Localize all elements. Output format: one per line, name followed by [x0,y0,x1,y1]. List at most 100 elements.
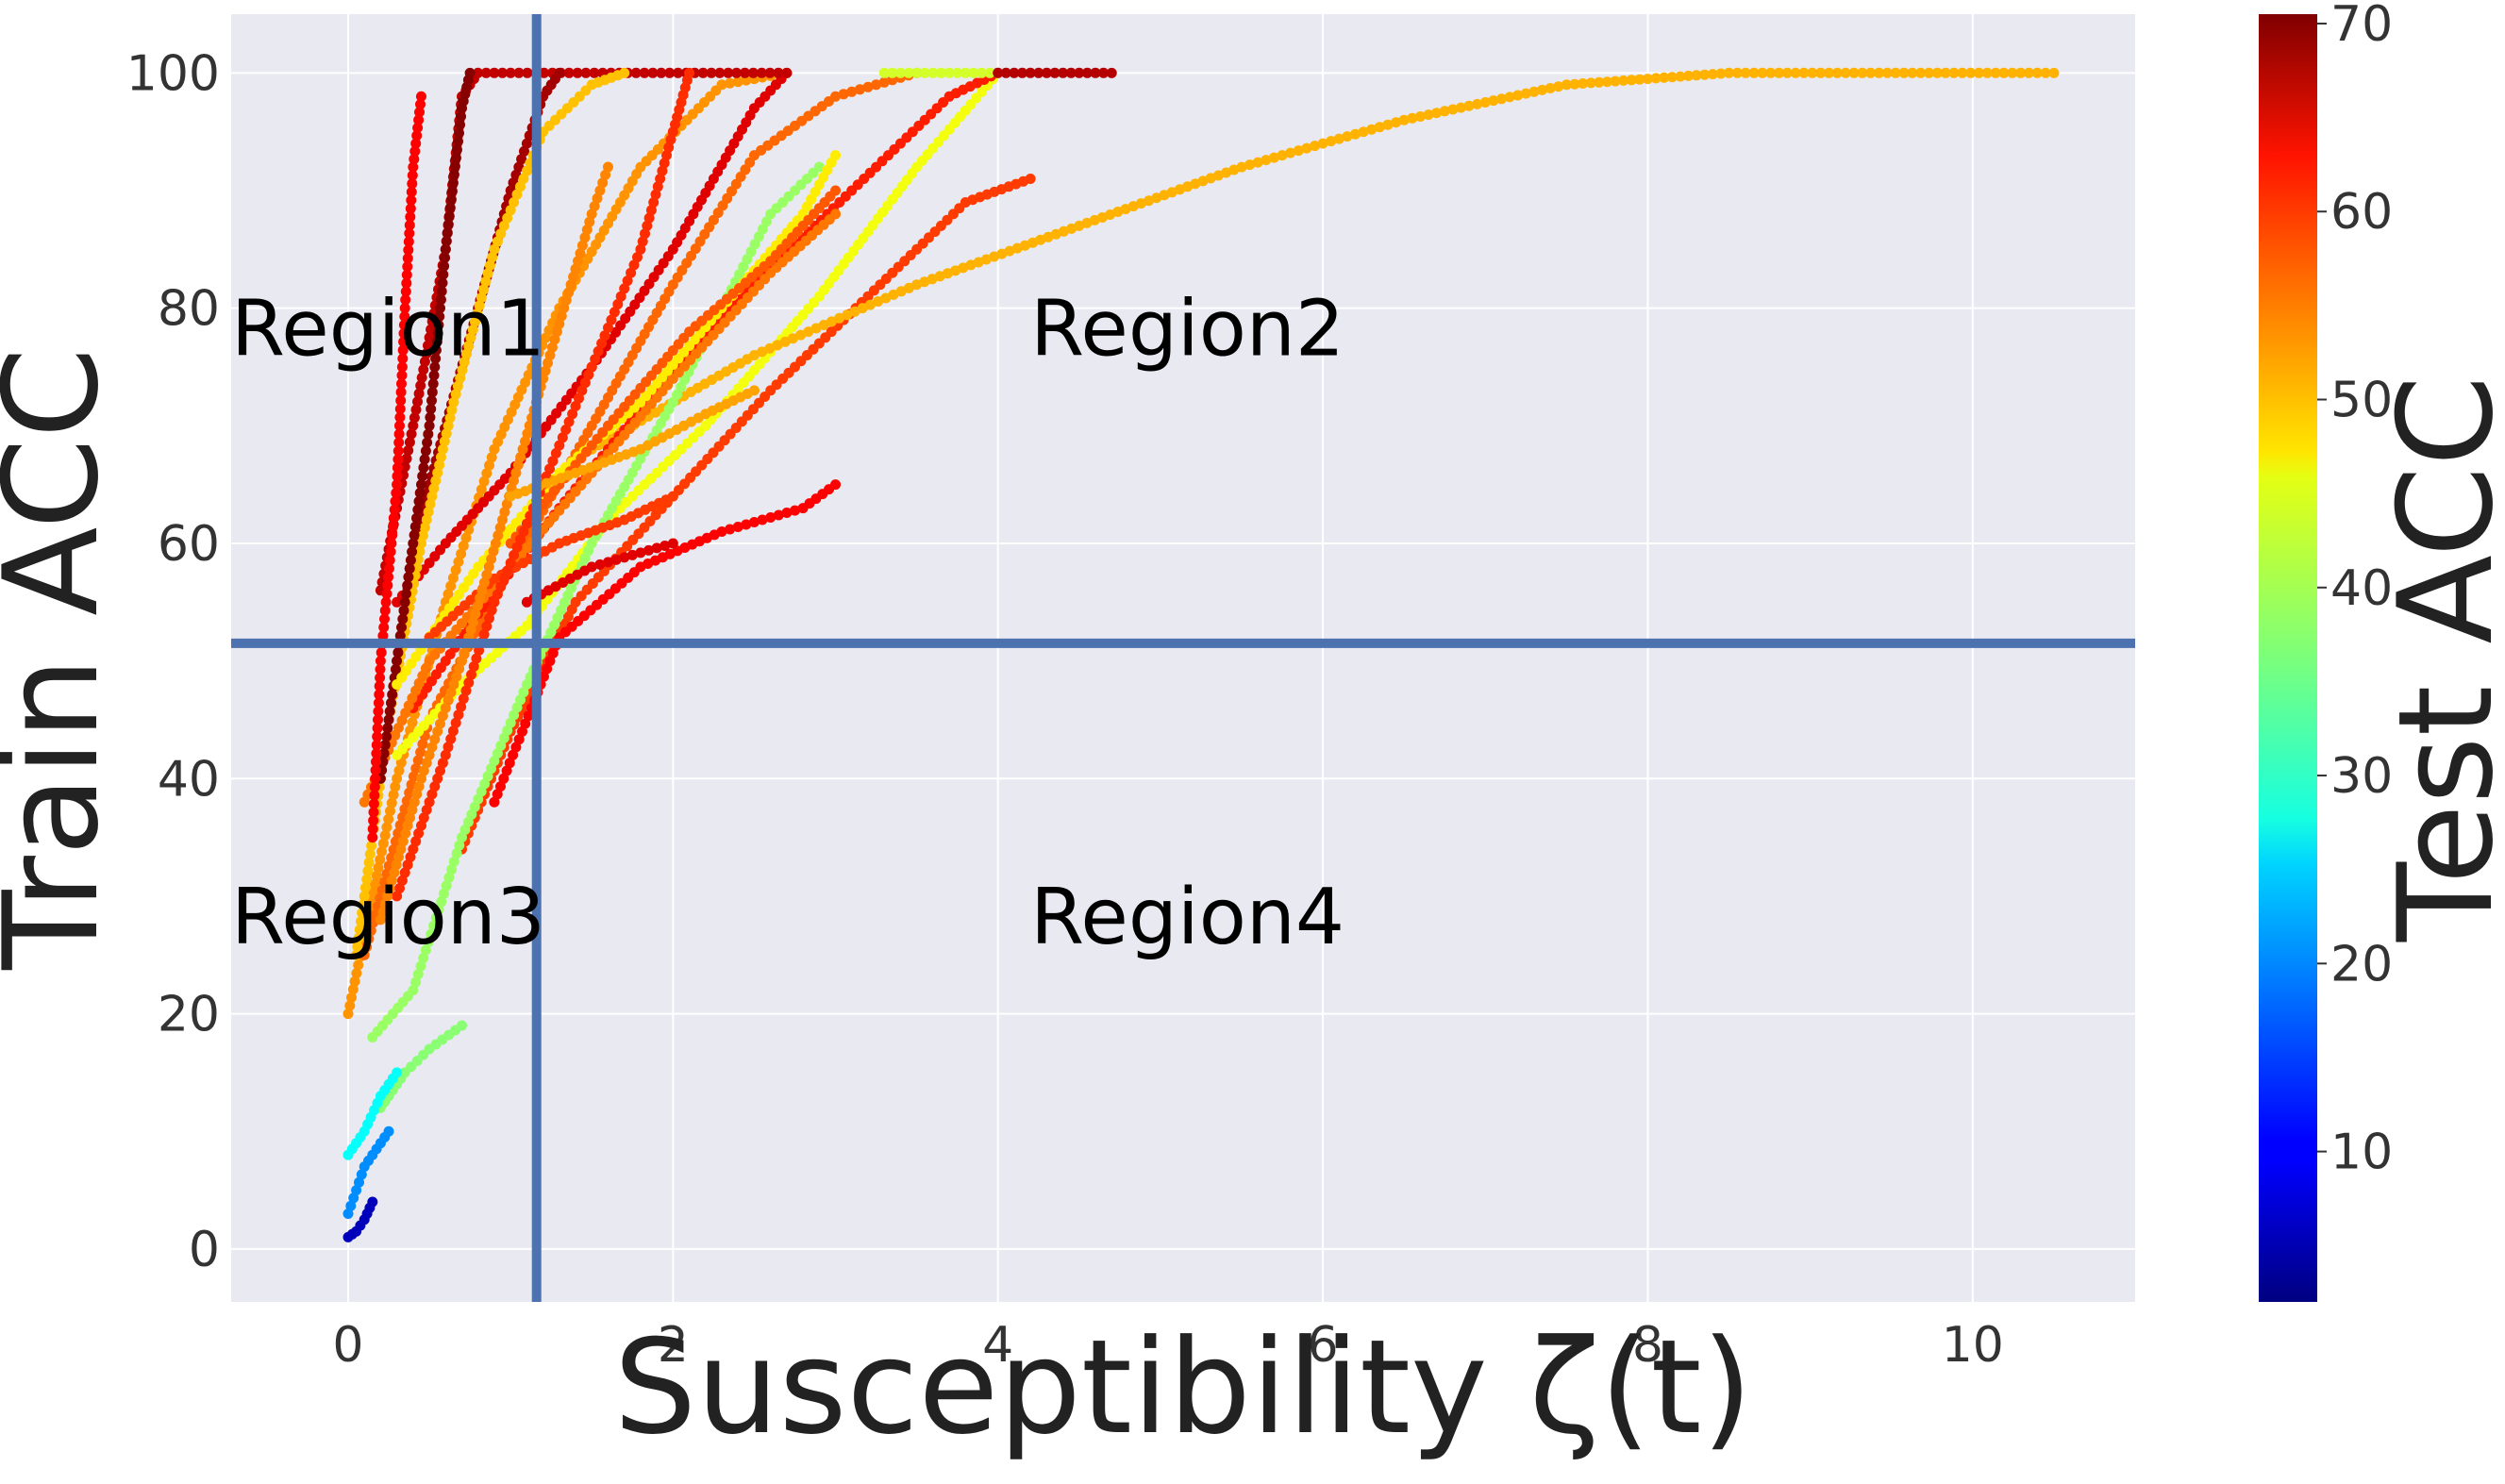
data-point [1740,67,1751,78]
data-point [405,851,416,862]
data-point [1610,75,1621,87]
data-point [431,336,443,347]
data-point [413,827,425,839]
data-point [393,765,405,776]
data-point [1765,67,1777,78]
data-point [714,67,726,78]
data-point [509,549,520,560]
data-point [451,144,462,156]
data-point [470,609,481,620]
data-point [390,836,401,847]
data-point [764,67,776,78]
data-point [993,67,1004,78]
data-point [359,882,371,893]
data-point [423,428,434,440]
data-point [401,277,412,289]
data-point [862,81,874,92]
data-point [396,378,407,390]
data-point [388,512,399,524]
data-point [351,949,362,960]
data-point [381,731,392,742]
data-point [1857,67,1868,78]
data-point [723,67,734,78]
data-point [556,310,567,322]
data-point [405,203,416,214]
data-point [437,443,448,455]
data-point [489,67,500,78]
data-point [803,326,814,338]
data-point [368,798,379,809]
data-point [2040,67,2051,78]
data-point [394,883,405,894]
data-point [572,67,583,78]
data-point [505,67,516,78]
data-point [375,854,386,865]
data-point [810,323,822,334]
data-point [416,820,426,831]
data-point [660,541,671,551]
data-point [1691,70,1702,81]
data-point [380,596,392,608]
data-point [392,773,403,784]
data-point [412,755,424,766]
data-point [544,656,556,667]
data-point [413,781,425,792]
data-point [508,749,519,760]
data-point [513,734,525,745]
data-point [512,459,524,471]
data-point [455,119,465,130]
data-point [370,878,380,890]
data-point [456,701,467,712]
data-point [643,544,654,556]
data-point [522,428,533,440]
data-point [439,260,450,272]
data-point [502,212,513,224]
data-point [1398,114,1410,125]
data-point [448,856,459,867]
data-point [1293,145,1304,157]
data-point [612,299,624,309]
data-point [394,411,406,423]
colorbar [2259,14,2317,1302]
data-point [509,197,520,208]
data-point [830,185,842,196]
colorbar-tick-labels: 10 20 30 40 50 60 70 [2317,0,2393,1181]
data-point [1261,155,1272,166]
data-point [432,773,443,784]
data-point [448,396,459,408]
data-point [405,555,416,566]
data-point [492,236,503,247]
data-point [372,723,383,734]
data-point [416,773,426,784]
data-point [455,373,466,384]
data-point [430,353,442,364]
data-point [935,67,946,78]
data-point [1781,67,1793,78]
data-point [495,581,507,592]
data-point [1366,124,1378,135]
data-point [615,291,626,302]
data-point [382,891,393,902]
data-point [419,356,430,367]
data-point [388,844,399,855]
data-point [378,622,390,633]
data-point [518,174,529,184]
data-point [1683,70,1694,81]
data-point [454,840,465,851]
data-point [483,561,494,573]
data-point [429,781,441,792]
data-point [661,150,672,161]
threshold-lines [231,14,2135,1302]
data-point [390,781,401,792]
data-point [433,320,444,330]
data-point [399,311,410,322]
data-point [421,348,432,359]
data-point [422,437,433,448]
data-point [894,67,906,78]
data-point [419,522,430,533]
data-point [456,111,466,122]
y-tick-label: 40 [158,751,220,808]
data-point [476,585,488,596]
data-point [476,292,487,303]
data-point [732,522,743,532]
